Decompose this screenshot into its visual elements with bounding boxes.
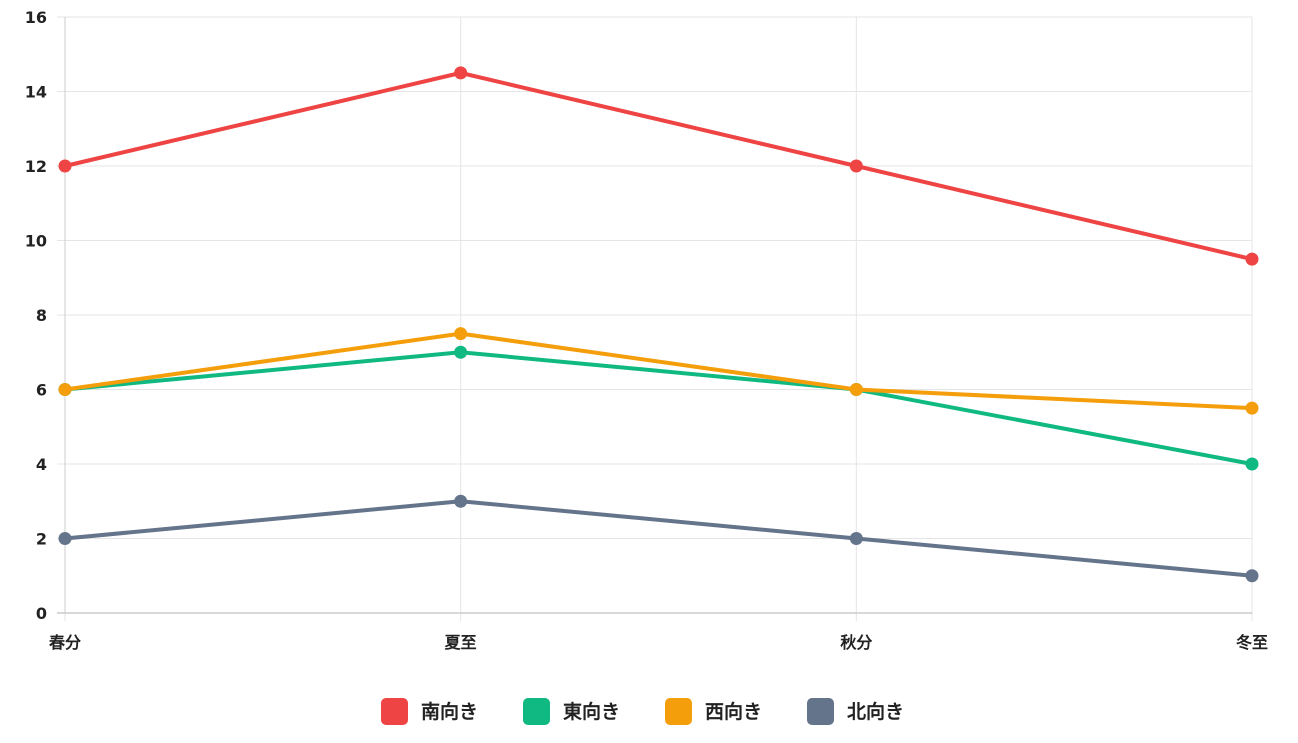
y-tick-label: 16 (25, 8, 47, 27)
data-point[interactable] (454, 66, 468, 80)
y-tick-label: 12 (25, 157, 47, 176)
axes (57, 17, 1252, 614)
legend-item[interactable]: 南向き (381, 698, 478, 725)
series-1 (58, 66, 1259, 266)
x-axis-tick-labels: 春分 夏至 秋分 冬至 (48, 633, 1268, 652)
y-tick-label: 2 (36, 530, 47, 549)
legend-swatch (665, 698, 692, 725)
data-series (58, 66, 1259, 583)
data-point[interactable] (454, 494, 468, 508)
data-point[interactable] (849, 383, 863, 396)
data-point[interactable] (454, 345, 468, 359)
series-line (63, 331, 1254, 411)
y-tick-label: 4 (36, 455, 47, 474)
legend-label: 南向き (421, 700, 478, 723)
y-tick-label: 6 (36, 381, 47, 400)
legend-swatch (381, 698, 408, 725)
data-point[interactable] (58, 532, 72, 545)
x-tick-label: 夏至 (444, 633, 477, 652)
data-point[interactable] (1245, 252, 1259, 266)
data-point[interactable] (1245, 569, 1259, 583)
series-line (63, 70, 1254, 262)
legend-item[interactable]: 東向き (523, 698, 620, 725)
grid-lines (57, 16, 1253, 621)
series-4 (58, 494, 1259, 583)
series-3 (58, 327, 1259, 415)
data-point[interactable] (58, 383, 72, 396)
legend: 南向き 東向き 西向き 北向き (381, 698, 904, 725)
legend-swatch (807, 698, 834, 725)
legend-item[interactable]: 西向き (665, 698, 762, 725)
legend-item[interactable]: 北向き (807, 698, 904, 725)
data-point[interactable] (454, 327, 468, 341)
y-tick-label: 8 (36, 306, 47, 325)
data-point[interactable] (1245, 401, 1259, 415)
y-tick-label: 0 (36, 604, 47, 623)
y-axis-tick-labels: 0 2 4 6 8 10 12 14 16 (25, 8, 47, 623)
data-point[interactable] (849, 159, 863, 173)
y-tick-label: 14 (25, 83, 47, 102)
x-tick-label: 秋分 (840, 633, 872, 652)
legend-label: 東向き (563, 700, 620, 723)
series-line (63, 499, 1254, 578)
data-point[interactable] (849, 532, 863, 545)
y-tick-label: 10 (25, 232, 47, 251)
legend-label: 北向き (847, 700, 904, 723)
x-tick-label: 冬至 (1236, 633, 1268, 652)
data-point[interactable] (58, 159, 72, 173)
legend-label: 西向き (705, 700, 762, 723)
x-tick-label: 春分 (48, 633, 81, 652)
data-point[interactable] (1245, 457, 1259, 471)
legend-swatch (523, 698, 550, 725)
series-line (63, 350, 1254, 466)
